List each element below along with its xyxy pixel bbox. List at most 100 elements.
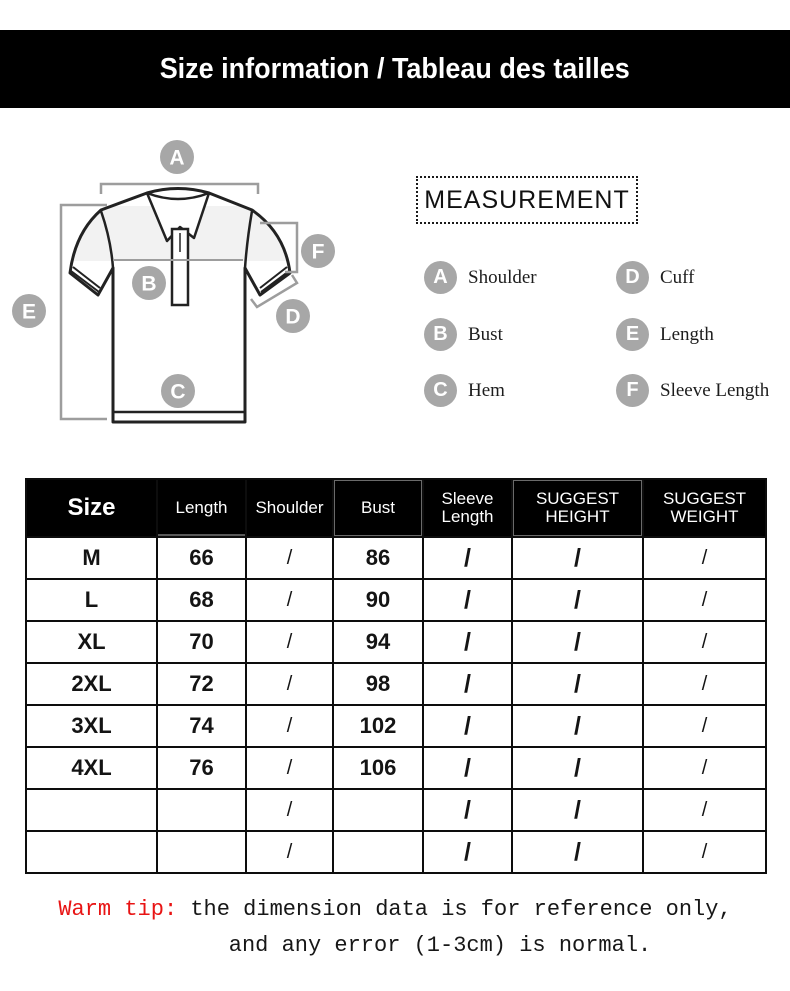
svg-text:A: A	[169, 147, 184, 170]
table-cell: /	[422, 788, 513, 832]
table-cell: 76	[156, 746, 247, 790]
table-cell: /	[642, 620, 767, 664]
table-cell: M	[25, 536, 158, 580]
table-cell	[25, 830, 158, 874]
svg-text:D: D	[285, 306, 300, 329]
shirt-outline-stroke	[68, 187, 292, 424]
measurement-panel: MEASUREMENT A Shoulder B Bust C Hem D Cu…	[400, 150, 790, 450]
table-cell: /	[245, 536, 334, 580]
shirt-marker-f: F	[301, 234, 335, 268]
legend-item-sleeve-length: F Sleeve Length	[616, 374, 769, 407]
cuff-bracket	[250, 274, 299, 309]
table-cell: /	[245, 830, 334, 874]
table-cell: /	[642, 704, 767, 748]
table-cell: 90	[332, 578, 424, 622]
table-cell: /	[642, 746, 767, 790]
table-cell: /	[245, 788, 334, 832]
table-cell: 102	[332, 704, 424, 748]
table-row: / / / /	[25, 830, 767, 874]
table-cell: /	[511, 830, 644, 874]
legend-badge-e: E	[616, 318, 649, 351]
table-cell: /	[422, 746, 513, 790]
table-cell: 98	[332, 662, 424, 706]
col-header-length: Length	[156, 478, 247, 538]
table-cell: 86	[332, 536, 424, 580]
table-cell: /	[642, 830, 767, 874]
length-bracket	[59, 203, 107, 421]
table-cell: /	[511, 578, 644, 622]
table-row: 2XL 72/98// /	[25, 662, 767, 706]
legend-label-length: Length	[660, 323, 714, 345]
title-banner: Size information / Tableau des tailles	[0, 30, 790, 108]
legend-item-shoulder: A Shoulder	[424, 261, 537, 294]
col-header-suggest-height: SUGGEST HEIGHT	[511, 478, 644, 538]
table-cell	[332, 788, 424, 832]
measure-brackets	[59, 182, 299, 421]
table-cell: 106	[332, 746, 424, 790]
legend-item-cuff: D Cuff	[616, 261, 694, 294]
table-cell: /	[642, 662, 767, 706]
table-row: 4XL 76/106// /	[25, 746, 767, 790]
shirt-markers: A B C D E F	[12, 140, 335, 408]
table-cell: L	[25, 578, 158, 622]
svg-text:B: B	[141, 273, 156, 296]
table-cell: /	[642, 578, 767, 622]
legend-badge-c: C	[424, 374, 457, 407]
table-cell: /	[642, 788, 767, 832]
table-cell: /	[511, 746, 644, 790]
legend-label-shoulder: Shoulder	[468, 266, 537, 288]
shoulder-bracket	[99, 182, 260, 194]
table-cell: /	[245, 620, 334, 664]
table-cell	[156, 788, 247, 832]
table-cell: 2XL	[25, 662, 158, 706]
shirt-marker-d: D	[276, 299, 310, 333]
table-cell: 94	[332, 620, 424, 664]
warm-tip-prefix: Warm tip:	[58, 897, 178, 922]
legend-label-cuff: Cuff	[660, 266, 695, 288]
legend-badge-d: D	[616, 261, 649, 294]
measurement-title: MEASUREMENT	[424, 185, 630, 214]
shirt-marker-a: A	[160, 140, 194, 174]
left-cuff-band	[70, 266, 101, 293]
table-cell	[25, 788, 158, 832]
table-cell: /	[511, 662, 644, 706]
table-cell: /	[511, 620, 644, 664]
table-cell: 3XL	[25, 704, 158, 748]
table-header-row: Size Length Shoulder Bust Sleeve Length SUGGES…	[25, 478, 767, 538]
table-cell: XL	[25, 620, 158, 664]
col-header-suggest-weight: SUGGEST WEIGHT	[642, 478, 767, 538]
table-row: / / / /	[25, 788, 767, 832]
table-cell: 66	[156, 536, 247, 580]
table-cell: /	[511, 536, 644, 580]
shirt-marker-c: C	[161, 374, 195, 408]
warm-tip-text1: the dimension data is for reference only…	[190, 897, 732, 922]
table-cell: /	[511, 704, 644, 748]
warm-tip-line1: Warm tip: the dimension data is for refe…	[0, 892, 790, 928]
armhole-seams	[99, 210, 254, 269]
legend-badge-f: F	[616, 374, 649, 407]
col-header-shoulder: Shoulder	[245, 478, 334, 538]
table-cell: /	[511, 788, 644, 832]
sleeve-length-bracket	[260, 221, 299, 274]
warm-tip-line2: and any error (1-3cm) is normal.	[228, 933, 652, 958]
col-header-sleeve-length: Sleeve Length	[422, 478, 513, 538]
legend-item-length: E Length	[616, 318, 714, 351]
placket	[170, 227, 190, 307]
table-row: M 66/86// /	[25, 536, 767, 580]
table-cell: /	[422, 830, 513, 874]
table-cell: /	[642, 536, 767, 580]
table-row: XL 70/94// /	[25, 620, 767, 664]
table-cell: /	[245, 704, 334, 748]
table-cell: /	[422, 578, 513, 622]
legend-item-hem: C Hem	[424, 374, 505, 407]
table-cell: /	[422, 536, 513, 580]
shirt-marker-b: B	[132, 266, 166, 300]
table-row: L 68/90// /	[25, 578, 767, 622]
warm-tip: Warm tip: the dimension data is for refe…	[0, 892, 790, 964]
legend-label-sleeve-length: Sleeve Length	[660, 379, 770, 401]
table-cell: /	[245, 578, 334, 622]
shirt-measurement-diagram: A B C D E F	[12, 140, 335, 424]
right-cuff-band	[259, 266, 290, 293]
page-title: Size information / Tableau des tailles	[159, 52, 631, 85]
table-cell: 70	[156, 620, 247, 664]
